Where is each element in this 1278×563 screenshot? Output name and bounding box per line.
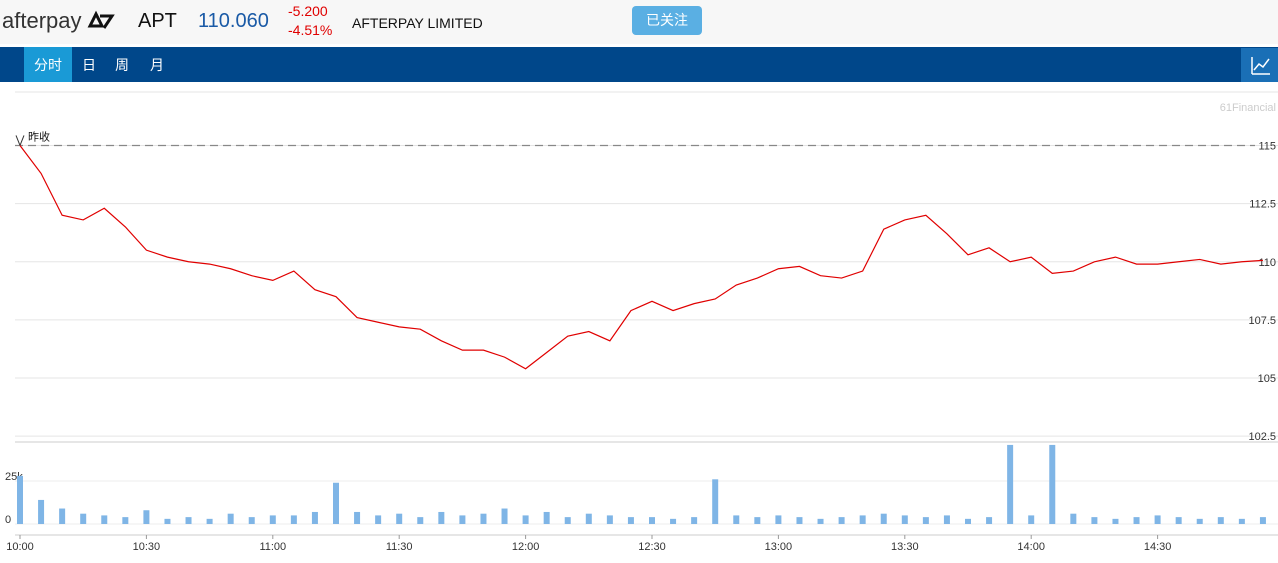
change-pct: -4.51% [288, 22, 332, 38]
logo: afterpay [2, 8, 82, 33]
volume-bar [290, 515, 297, 524]
volume-bar [1259, 517, 1266, 524]
volume-bar [1217, 517, 1224, 524]
prev-close-label: 昨收 [28, 129, 50, 143]
volume-bar [1091, 517, 1098, 524]
volume-bar [649, 517, 655, 524]
volume-bar [59, 508, 66, 524]
volume-bar [438, 511, 445, 524]
active-tab[interactable] [24, 47, 72, 82]
volume-bar [333, 482, 339, 524]
volume-bar [17, 475, 23, 524]
volume-bar [396, 513, 403, 524]
volume-bar [965, 518, 971, 524]
volume-bar [206, 518, 213, 524]
volume-bar [459, 515, 466, 524]
chart-icon[interactable] [1251, 57, 1270, 75]
volume-bar [522, 515, 529, 524]
volume-bar [1238, 518, 1245, 524]
volume-bar [1007, 444, 1014, 524]
volume-bar [1070, 513, 1077, 524]
volume-bar [227, 513, 234, 524]
tab[interactable]: 分时 [34, 57, 62, 73]
company-name: AFTERPAY LIMITED [352, 15, 483, 31]
y-tick-label: 115 [1258, 140, 1276, 152]
y-tick-label: 107.5 [1248, 315, 1276, 327]
volume-bar [754, 517, 761, 524]
volume-bar [838, 517, 845, 524]
volume-bar [269, 515, 276, 524]
volume-bar [1154, 515, 1161, 524]
x-tick-label: 11:30 [386, 541, 413, 553]
volume-bar [585, 513, 592, 524]
volume-bar [38, 499, 45, 524]
volume-bar [375, 515, 382, 524]
volume-bar [1049, 444, 1056, 524]
tab[interactable]: 日 [82, 57, 96, 73]
volume-bar [1028, 515, 1035, 524]
volume-bar [564, 517, 571, 524]
volume-bar [248, 517, 255, 524]
x-tick-label: 10:30 [133, 541, 161, 553]
x-tick-label: 11:00 [259, 541, 286, 553]
tab[interactable]: 周 [115, 57, 129, 73]
volume-bar [543, 511, 550, 524]
follow-button[interactable] [632, 6, 702, 35]
volume-bar [101, 515, 108, 524]
volume-bar [670, 518, 677, 524]
volume-bar [712, 479, 719, 524]
prev-close-marker [15, 135, 25, 146]
price: 110.060 [198, 10, 269, 32]
x-tick-label: 12:00 [512, 541, 540, 553]
change: -5.200 [288, 3, 328, 19]
volume-bar [796, 517, 803, 524]
x-tick-label: 10:00 [6, 541, 34, 553]
volume-bar [901, 515, 908, 524]
x-tick-label: 13:30 [891, 541, 919, 553]
watermark: 61Financial [1220, 102, 1276, 114]
volume-bar [1112, 518, 1119, 524]
tab[interactable]: 月 [150, 57, 164, 73]
volume-bar [817, 518, 824, 524]
volume-bar [880, 513, 887, 524]
y-tick-label: 110 [1258, 257, 1276, 269]
volume-bar [354, 511, 361, 524]
volume-bar [417, 517, 424, 524]
volume-bar [1196, 518, 1203, 524]
volume-bar [185, 517, 192, 524]
volume-bar [943, 515, 950, 524]
volume-bar [122, 517, 129, 524]
x-tick-label: 14:30 [1144, 541, 1172, 553]
volume-bar [164, 518, 171, 524]
volume-bar [143, 510, 150, 524]
logo-mark [87, 10, 115, 29]
volume-bar [986, 517, 993, 524]
volume-bar [627, 517, 634, 524]
x-tick-label: 14:00 [1017, 541, 1045, 553]
volume-bar [1133, 517, 1140, 524]
y-tick-label: 102.5 [1248, 431, 1276, 443]
x-tick-label: 13:00 [765, 541, 793, 553]
volume-bar [691, 517, 698, 524]
volume-bar [733, 515, 740, 524]
nav-bar [0, 47, 1278, 82]
volume-bar [775, 515, 782, 524]
follow-button-label[interactable]: 已关注 [646, 12, 688, 28]
volume-bar [859, 515, 866, 524]
volume-tick-label: 0 [5, 514, 11, 526]
volume-bar [311, 511, 318, 524]
volume-bar [80, 513, 87, 524]
volume-bar [606, 515, 613, 524]
price-line [19, 145, 1263, 370]
volume-bar [480, 513, 487, 524]
x-tick-label: 12:30 [638, 541, 666, 553]
volume-bar [501, 508, 508, 524]
y-tick-label: 112.5 [1249, 199, 1276, 211]
y-tick-label: 105 [1258, 373, 1276, 385]
volume-bar [922, 517, 929, 524]
symbol: APT [138, 10, 177, 32]
volume-bar [1175, 517, 1182, 524]
